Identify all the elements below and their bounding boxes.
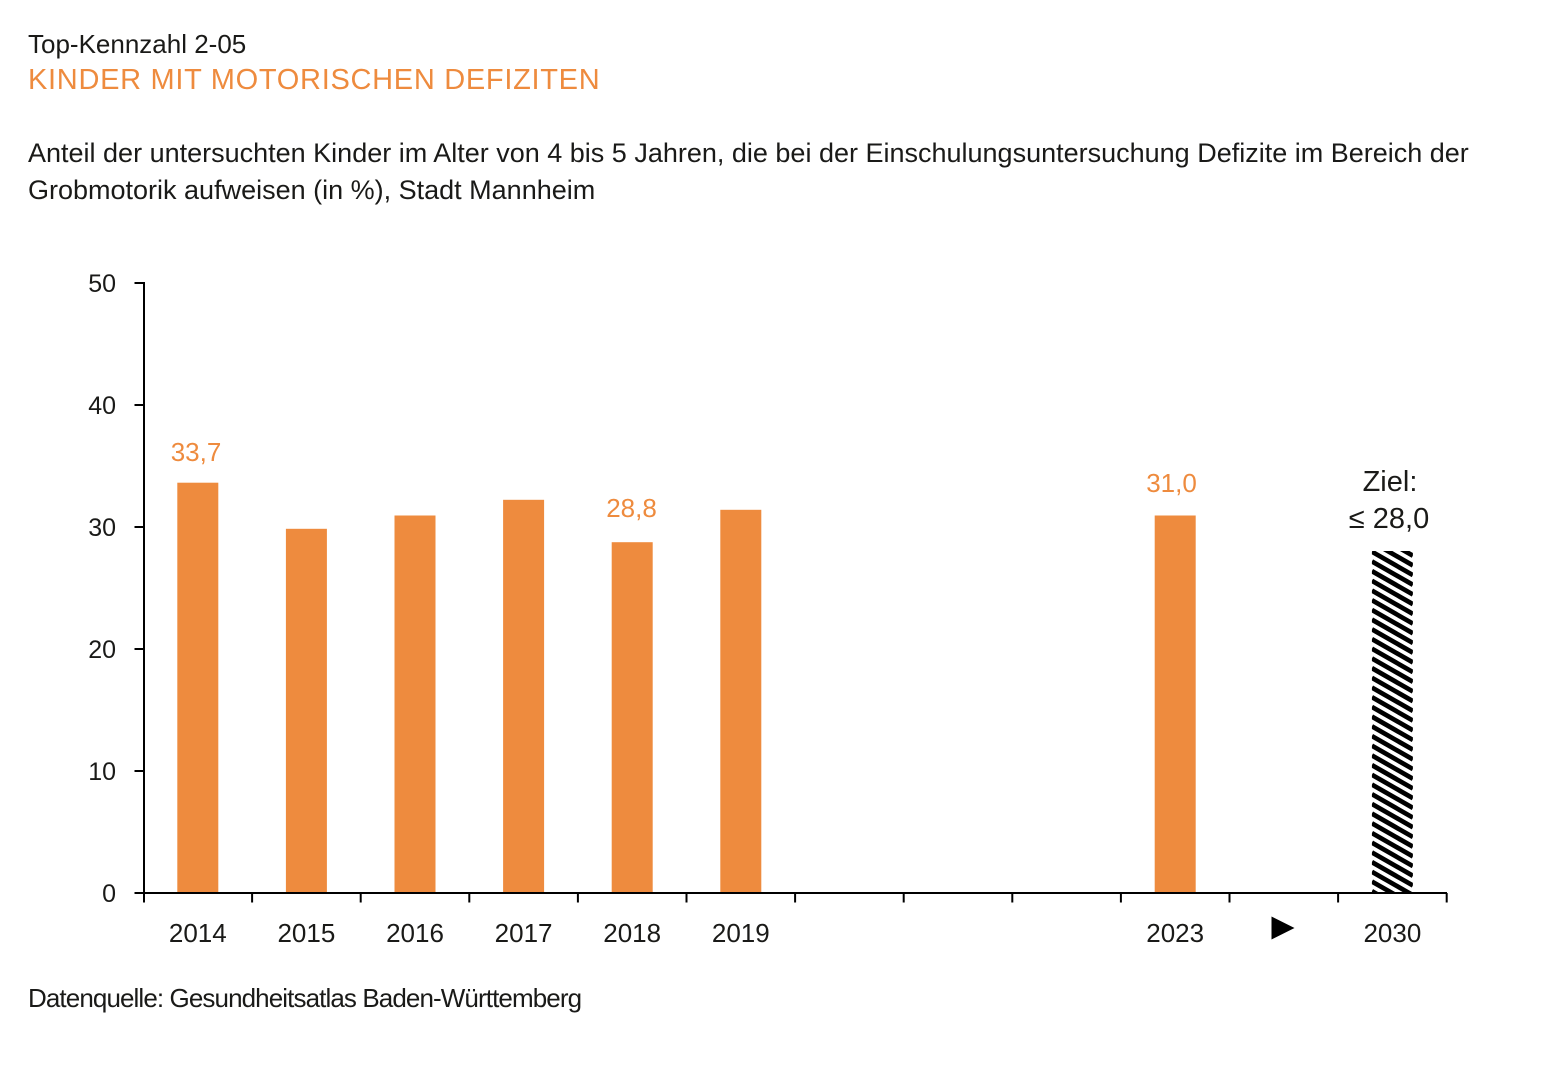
svg-text:2015: 2015 (277, 918, 335, 948)
svg-text:0: 0 (102, 880, 116, 908)
svg-text:2018: 2018 (603, 918, 661, 948)
svg-text:2019: 2019 (712, 918, 770, 948)
svg-text:33,7: 33,7 (171, 437, 222, 467)
svg-text:50: 50 (88, 270, 116, 298)
svg-text:31,0: 31,0 (1146, 468, 1197, 498)
svg-text:2014: 2014 (169, 918, 227, 948)
svg-text:20: 20 (88, 636, 116, 664)
svg-text:2017: 2017 (495, 918, 553, 948)
svg-text:10: 10 (88, 758, 116, 786)
svg-text:40: 40 (88, 392, 116, 420)
svg-text:2016: 2016 (386, 918, 444, 948)
svg-text:2023: 2023 (1146, 918, 1204, 948)
svg-text:Ziel:: Ziel: (1363, 466, 1418, 498)
svg-text:28,8: 28,8 (606, 493, 657, 523)
svg-text:30: 30 (88, 514, 116, 542)
svg-text:2030: 2030 (1363, 918, 1421, 948)
svg-text:≤ 28,0: ≤ 28,0 (1349, 503, 1429, 535)
